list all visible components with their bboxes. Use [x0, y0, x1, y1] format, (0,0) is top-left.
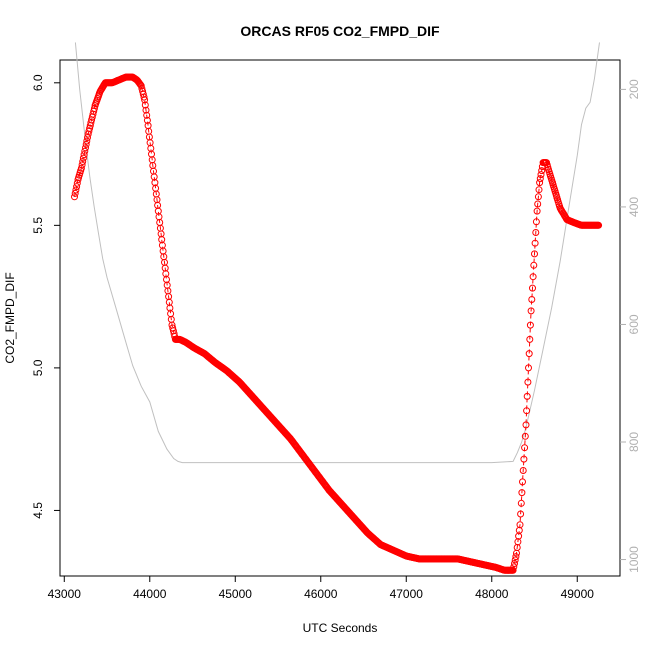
- pressure-line: [74, 42, 600, 464]
- y-tick-label: 6.0: [31, 74, 45, 91]
- co2-data-point: [141, 96, 149, 104]
- co2-data-point: [538, 167, 546, 175]
- co2-data-point: [529, 273, 537, 281]
- co2-data-point: [531, 239, 539, 247]
- co2-data-point: [519, 467, 527, 474]
- co2-data-point: [525, 364, 532, 372]
- co2-data-point: [536, 179, 544, 187]
- co2-data-point: [534, 200, 542, 208]
- co2-data-point: [143, 111, 151, 119]
- y2-tick-label: 200: [627, 79, 641, 99]
- co2-data-point: [530, 261, 538, 269]
- x-tick-label: 47000: [390, 587, 424, 601]
- co2-data-point: [519, 478, 526, 486]
- co2-data-point: [532, 218, 540, 226]
- co2-data-point: [72, 186, 80, 194]
- co2-data-point: [512, 553, 520, 561]
- co2-data-point: [78, 161, 86, 169]
- co2-data-point: [511, 560, 518, 567]
- co2-data-point: [83, 137, 91, 145]
- co2-data-point: [77, 164, 85, 172]
- co2-data-point: [526, 335, 534, 343]
- co2-data-point: [521, 444, 529, 452]
- co2-data-point: [526, 321, 534, 329]
- y-tick-label: 5.0: [31, 359, 45, 376]
- co2-data-point: [511, 556, 519, 564]
- co2-data-point: [523, 392, 531, 400]
- co2-data-point: [71, 193, 78, 201]
- co2-data-point: [140, 93, 148, 101]
- co2-data-point: [537, 171, 545, 179]
- co2-data-point: [79, 158, 87, 165]
- co2-data-point: [518, 489, 526, 497]
- co2-data-point: [531, 250, 538, 258]
- co2-data-point: [137, 81, 144, 89]
- co2-data-point: [517, 499, 525, 507]
- co2-data-point: [529, 284, 536, 292]
- co2-data-point: [516, 521, 524, 529]
- y-tick-label: 5.5: [31, 217, 45, 234]
- x-tick-label: 46000: [304, 587, 338, 601]
- y2-tick-label: 800: [627, 432, 641, 452]
- y2-tick-label: 1000: [627, 546, 641, 573]
- co2-data-point: [534, 193, 542, 201]
- co2-data-point: [528, 296, 536, 303]
- co2-data-point: [536, 175, 544, 183]
- co2-data-point: [520, 455, 528, 463]
- co2-data-point: [510, 563, 518, 571]
- co2-data-point: [81, 147, 89, 155]
- co2-data-point: [143, 116, 151, 124]
- co2-data-point: [522, 421, 530, 429]
- co2-data-point: [71, 189, 79, 197]
- co2-data-point: [90, 105, 98, 112]
- y-tick-label: 4.5: [31, 502, 45, 519]
- co2-data-point: [509, 566, 517, 574]
- co2-data-point: [525, 350, 533, 358]
- axis-layer: 43000 44000 45000 46000 47000 48000 49000 4.5 5.…: [31, 74, 641, 601]
- co2-data-point: [524, 378, 532, 386]
- x-tick-label: 43000: [48, 587, 82, 601]
- co2-data-point: [79, 154, 87, 162]
- plot-frame: [59, 59, 621, 577]
- x-tick-label: 44000: [133, 587, 167, 601]
- y-axis-label: CO2_FMPD_DIF: [3, 272, 17, 363]
- co2-data-point: [523, 407, 531, 415]
- co2-data-point: [82, 140, 90, 148]
- co2-data-point: [517, 510, 525, 518]
- co2-data-point: [535, 186, 543, 194]
- co2-data-point: [527, 307, 535, 315]
- x-tick-label: 45000: [219, 587, 253, 601]
- co2-data-point: [73, 183, 81, 191]
- co2-data-point: [533, 207, 541, 215]
- x-tick-label: 48000: [475, 587, 509, 601]
- co2-data-point: [142, 106, 150, 114]
- co2-data-point: [141, 101, 149, 109]
- x-axis-label: UTC Seconds: [303, 621, 378, 635]
- y2-tick-label: 600: [627, 314, 641, 334]
- series-layer: [71, 42, 603, 574]
- y2-tick-label: 400: [627, 197, 641, 217]
- chart-title: ORCAS RF05 CO2_FMPD_DIF: [240, 23, 440, 39]
- x-tick-label: 49000: [561, 587, 595, 601]
- co2-data-point: [80, 151, 88, 159]
- co2-data-point: [82, 144, 89, 152]
- co2-data-point: [521, 432, 529, 440]
- co2-data-point: [595, 221, 603, 229]
- co2-data-point: [532, 229, 540, 236]
